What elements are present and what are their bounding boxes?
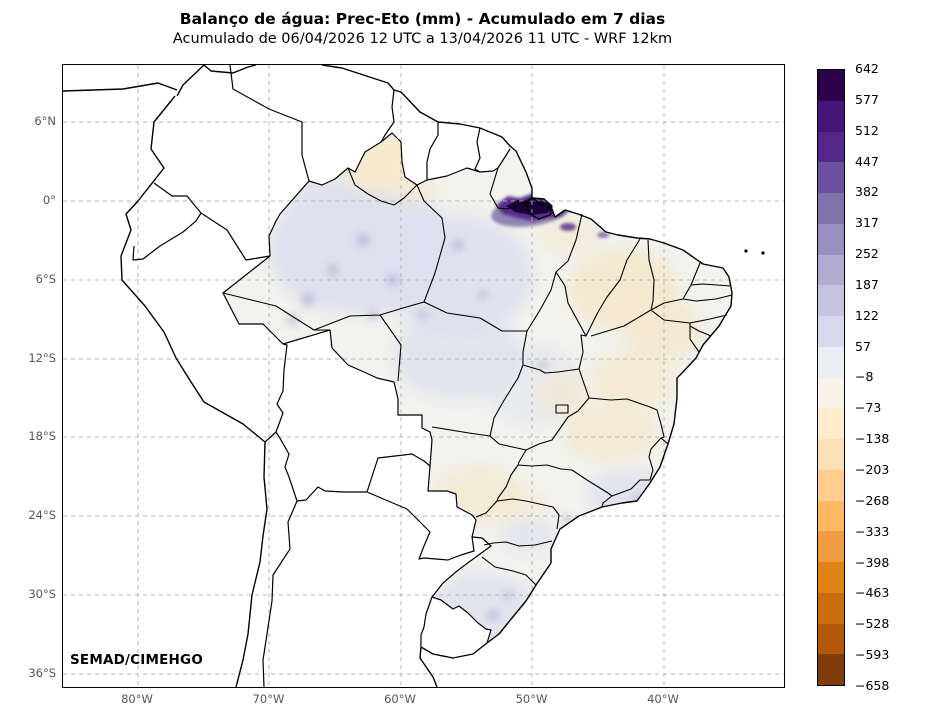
longitude-axis: 80°W 70°W 60°W 50°W 40°W: [112, 692, 688, 706]
lat-tick-label: 12°S: [28, 350, 56, 365]
colorbar-tick-label: −398: [855, 554, 890, 570]
colorbar-segment: [818, 562, 844, 593]
colorbar: [817, 69, 845, 686]
colorbar-segment: [818, 346, 844, 378]
lat-tick-label: 30°S: [28, 587, 56, 602]
colorbar-tick-label: 577: [855, 91, 879, 107]
colorbar-segment: [818, 592, 844, 624]
colorbar-tick-label: −658: [855, 677, 890, 693]
colorbar-tick-label: 512: [855, 122, 879, 138]
colorbar-segment: [818, 254, 844, 286]
colorbar-tick-labels: 642 577 512 447 382 317 252 187 122 57 −8 −73 −138 −2…: [855, 61, 915, 694]
lon-tick-label: 80°W: [121, 692, 153, 706]
colorbar-tick-label: −463: [855, 585, 890, 601]
lat-tick-label: 6°S: [35, 271, 56, 286]
colorbar-segment: [818, 223, 844, 255]
lat-tick-label: 36°S: [28, 665, 56, 680]
lat-tick-label: 24°S: [28, 508, 56, 523]
lat-tick-label: 6°N: [34, 114, 56, 128]
colorbar-tick-label: −73: [855, 400, 882, 416]
colorbar-segment: [818, 377, 844, 409]
lon-tick-label: 70°W: [252, 692, 285, 706]
colorbar-tick-label: −333: [855, 523, 890, 539]
colorbar-segment: [818, 439, 844, 470]
map-frame: [62, 64, 785, 688]
colorbar-segment: [818, 531, 844, 562]
latitude-axis: 6°N 0° 6°S 12°S 18°S 24°S 30°S 36°S: [0, 112, 56, 682]
colorbar-tick-label: 382: [855, 184, 879, 200]
colorbar-segment: [818, 70, 844, 101]
island-dots: [744, 249, 765, 255]
colorbar-tick-label: 252: [855, 246, 879, 262]
coastline-path: [63, 65, 733, 687]
lon-tick-label: 40°W: [647, 692, 679, 706]
page-subtitle: Acumulado de 06/04/2026 12 UTC a 13/04/2…: [172, 31, 673, 47]
colorbar-segment: [818, 100, 844, 132]
colorbar-segment: [818, 162, 844, 193]
country-borders-path: [132, 65, 511, 687]
state-borders-path: [222, 167, 733, 586]
brazil-map-svg: [63, 65, 784, 687]
colorbar-tick-label: −268: [855, 492, 890, 508]
colorbar-segment: [818, 408, 844, 439]
colorbar-segment: [818, 285, 844, 316]
colorbar-tick-label: 317: [855, 215, 879, 231]
colorbar-tick-label: −528: [855, 616, 890, 632]
page-title: Balanço de água: Prec-Eto (mm) - Acumula…: [179, 10, 666, 28]
colorbar-segment: [818, 469, 844, 501]
colorbar-segment: [818, 623, 844, 655]
source-watermark: SEMAD/CIMEHGO: [70, 652, 204, 668]
colorbar-tick-label: −138: [855, 431, 890, 447]
colorbar-tick-label: 122: [855, 307, 879, 323]
purple-speckles: [287, 233, 658, 621]
colorbar-tick-label: 642: [855, 61, 879, 76]
colorbar-tick-label: −8: [855, 369, 874, 385]
colorbar-tick-label: 187: [855, 276, 879, 292]
colorbar-segment: [818, 131, 844, 163]
colorbar-segment: [818, 316, 844, 347]
colorbar-tick-label: 57: [855, 338, 871, 354]
water-balance-fill-layer: [223, 133, 732, 643]
lat-tick-label: 0°: [42, 192, 56, 207]
colorbar-tick-label: −203: [855, 461, 890, 477]
lon-tick-label: 60°W: [384, 692, 416, 706]
lat-tick-label: 18°S: [28, 429, 56, 444]
colorbar-segment: [818, 654, 844, 685]
lon-tick-label: 50°W: [515, 692, 548, 706]
colorbar-tick-label: −593: [855, 647, 890, 663]
colorbar-tick-label: 447: [855, 153, 879, 169]
negative-balance-cream-blobs: [333, 133, 701, 525]
colorbar-segment: [818, 500, 844, 532]
colorbar-segment: [818, 193, 844, 224]
